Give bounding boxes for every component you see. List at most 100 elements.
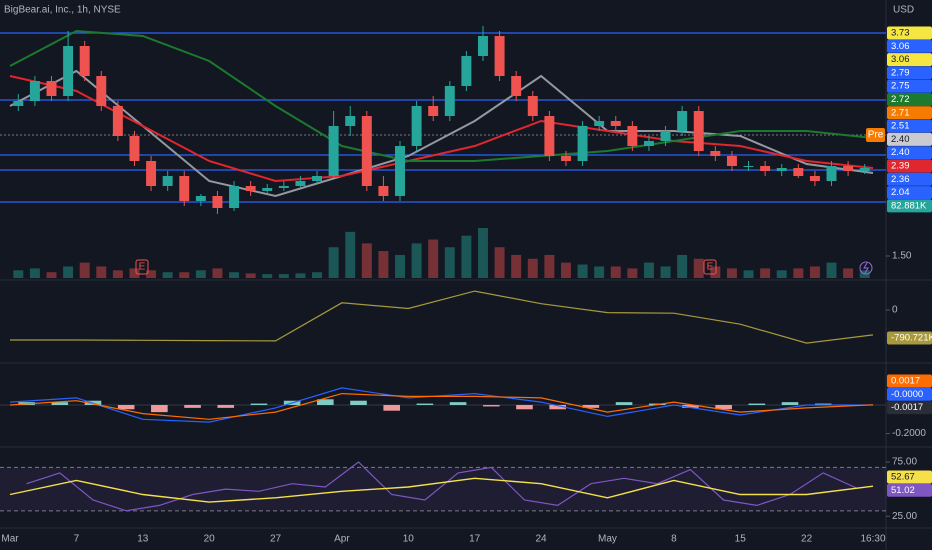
price-label-badge bbox=[887, 470, 932, 484]
indicator-line bbox=[9, 392, 874, 420]
volume-bar bbox=[461, 235, 472, 278]
candle-body bbox=[726, 156, 737, 166]
candle-body bbox=[843, 166, 854, 171]
volume-bar bbox=[79, 262, 90, 278]
price-label-badge bbox=[887, 132, 932, 146]
x-tick-label: Mar bbox=[1, 534, 19, 545]
x-tick-label: 10 bbox=[403, 534, 415, 545]
histogram-bar bbox=[151, 405, 168, 413]
price-label: 2.39 bbox=[891, 161, 910, 172]
x-tick-label: 20 bbox=[204, 534, 216, 545]
price-label-badge bbox=[887, 146, 932, 160]
volume-bar bbox=[643, 262, 654, 278]
histogram-bar bbox=[449, 402, 467, 405]
volume-bar bbox=[312, 272, 323, 278]
price-label-badge bbox=[887, 331, 932, 345]
x-tick-label: 22 bbox=[801, 534, 813, 545]
volume-bar bbox=[129, 268, 140, 278]
histogram-bar bbox=[383, 405, 401, 411]
volume-bar bbox=[195, 270, 206, 278]
candle-body bbox=[63, 46, 74, 96]
x-tick-label: Apr bbox=[334, 534, 350, 545]
price-label: 3.06 bbox=[891, 41, 910, 52]
volume-bar bbox=[146, 270, 157, 278]
price-label: 3.06 bbox=[891, 54, 910, 65]
candle-body bbox=[328, 126, 339, 176]
histogram-bar bbox=[350, 400, 367, 405]
candle-body bbox=[677, 111, 688, 131]
lightning-icon bbox=[863, 262, 869, 274]
price-label-badge bbox=[887, 93, 932, 106]
volume-bar bbox=[843, 268, 854, 278]
event-marker[interactable]: E bbox=[703, 259, 717, 275]
candle-body bbox=[444, 86, 455, 116]
rsi-line bbox=[26, 461, 857, 512]
currency-label: USD bbox=[893, 5, 914, 16]
price-label: 2.36 bbox=[891, 174, 910, 185]
candle-body bbox=[809, 176, 820, 181]
y-tick-label: 0 bbox=[892, 305, 898, 316]
plot-layer: Mar 7 13 20 27 Apr 10 17 24 May 8 15 22 16:30 Pre 1.50 3… bbox=[0, 26, 932, 545]
candle-body bbox=[411, 106, 422, 146]
volume-bar bbox=[809, 266, 820, 278]
price-label-badge bbox=[887, 66, 932, 80]
volume-bar bbox=[743, 270, 754, 278]
volume-bar bbox=[560, 262, 571, 278]
price-label: 52.67 bbox=[891, 472, 915, 483]
price-label-badge bbox=[887, 387, 932, 401]
candle-body bbox=[162, 176, 173, 186]
price-label-badge bbox=[887, 199, 932, 213]
indicator-line bbox=[9, 29, 874, 162]
candle-body bbox=[428, 106, 439, 116]
price-label: 2.72 bbox=[891, 94, 910, 105]
histogram-bar bbox=[482, 405, 500, 407]
event-icon bbox=[703, 259, 717, 275]
price-label: -790.721K bbox=[891, 333, 932, 344]
volume-bar bbox=[328, 247, 339, 278]
volume-bar bbox=[46, 272, 57, 278]
price-label: 82.881K bbox=[891, 200, 927, 211]
price-label: 2.79 bbox=[891, 67, 910, 78]
volume-bar bbox=[478, 228, 488, 278]
price-label-badge bbox=[887, 79, 932, 93]
candle-body bbox=[544, 116, 555, 156]
x-tick-label: 16:30 bbox=[860, 534, 885, 545]
price-label: 2.75 bbox=[891, 81, 910, 92]
candle-body bbox=[710, 151, 721, 156]
indicator-line bbox=[9, 69, 874, 198]
price-label: 0.0017 bbox=[891, 376, 920, 387]
volume-bar bbox=[295, 273, 306, 278]
volume-bar bbox=[378, 251, 389, 278]
y-tick-label: 25.00 bbox=[892, 511, 917, 522]
histogram-bar bbox=[682, 405, 699, 408]
volume-bar bbox=[776, 270, 787, 278]
histogram-bar bbox=[748, 403, 766, 405]
candle-body bbox=[229, 186, 240, 208]
volume-bar bbox=[278, 274, 289, 278]
volume-bar bbox=[577, 264, 588, 278]
candle-body bbox=[79, 46, 90, 76]
volume-bar bbox=[179, 272, 190, 278]
candle-body bbox=[345, 116, 356, 126]
indicator-line bbox=[10, 290, 874, 344]
histogram-bar bbox=[516, 405, 533, 410]
price-label: -0.0017 bbox=[891, 402, 923, 413]
event-marker[interactable]: E bbox=[135, 259, 149, 275]
histogram-bar bbox=[250, 403, 268, 405]
candle-body bbox=[245, 186, 256, 191]
candle-body bbox=[643, 141, 654, 146]
dividend-icon[interactable] bbox=[859, 261, 873, 275]
candle-body bbox=[146, 161, 157, 186]
price-label: 2.04 bbox=[891, 187, 910, 198]
volume-bar bbox=[710, 266, 721, 278]
histogram-bar bbox=[416, 403, 434, 405]
candle-body bbox=[312, 176, 323, 181]
candle-body bbox=[112, 106, 123, 136]
candle-body bbox=[511, 76, 522, 96]
volume-bar bbox=[627, 268, 638, 278]
candle-body bbox=[13, 101, 24, 106]
volume-bar bbox=[112, 270, 123, 278]
volume-bar bbox=[212, 268, 223, 278]
